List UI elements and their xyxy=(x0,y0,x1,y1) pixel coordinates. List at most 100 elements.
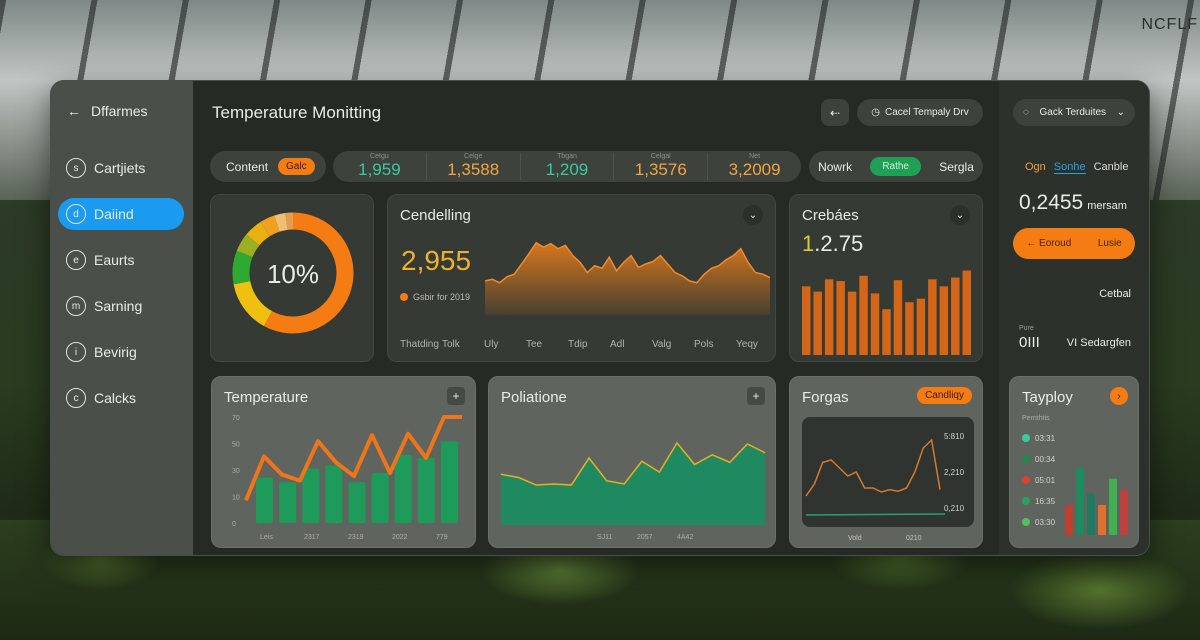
bar xyxy=(1120,490,1128,535)
y-tick-label: 10 xyxy=(232,495,240,502)
donut-slice xyxy=(236,234,260,258)
sidebar-item[interactable]: m Sarning xyxy=(58,290,184,322)
button-right-label: Lusie xyxy=(1097,238,1122,249)
area-fill xyxy=(485,242,770,315)
right-value: 0,2455 xyxy=(1019,191,1084,214)
dashboard-panel: ← Dffarmes s Cartjiets d Daiind e Eaurts m Sarni… xyxy=(50,80,1150,556)
small-label: Pure xyxy=(1019,325,1034,332)
baseline-line xyxy=(805,513,946,516)
bar xyxy=(962,270,971,355)
x-tick-label: 2057 xyxy=(637,534,653,541)
temperature-chart: 0 10 30 50 70 Leis 2317 2319 2022 779 xyxy=(232,415,462,541)
y-tick-label: 50 xyxy=(232,442,240,449)
page-title: Temperature Monitting xyxy=(212,103,382,122)
sidebar-item-label: Daiind xyxy=(94,206,134,222)
bell-icon: ◌ xyxy=(1023,107,1029,118)
chevron-down-icon: ⌄ xyxy=(1116,107,1125,118)
card-title: Tayploy xyxy=(1022,389,1073,406)
stats-bar: Cetgu 1,959 Celge 1,3588 Tbgan 1,209 Celgal 1,3… xyxy=(333,151,801,182)
small-value: 0III xyxy=(1019,334,1040,351)
legend-label: 16:35 xyxy=(1035,497,1056,506)
card-title: Temperature xyxy=(224,389,309,406)
donut-slice xyxy=(246,221,270,246)
chevron-down-icon[interactable]: ⌄ xyxy=(950,205,970,225)
crebaes-chart xyxy=(802,270,971,355)
right-label-2: VI Sedargfen xyxy=(1066,337,1131,349)
stat-label: Cetgu xyxy=(370,153,389,160)
back-arrow-icon[interactable]: ← xyxy=(67,103,81,119)
toggle-option[interactable]: Sergla xyxy=(939,159,974,174)
sidebar-item-icon: d xyxy=(66,204,86,224)
x-tick-label: Vold xyxy=(848,535,862,542)
dropdown[interactable]: ◌ Gack Terduites ⌄ xyxy=(1013,99,1135,126)
forgas-chart: 5:810 2,210 0,210 Vold 0210 xyxy=(805,432,965,542)
x-tick-label: SJ11 xyxy=(597,534,613,541)
x-tick-label: Tdip xyxy=(568,339,588,350)
chevron-down-icon[interactable]: ⌄ xyxy=(743,205,763,225)
info-icon[interactable]: › xyxy=(1110,387,1128,405)
bar xyxy=(325,465,343,523)
x-tick-label: Adl xyxy=(610,339,624,350)
right-tab[interactable]: Sonhe xyxy=(1053,161,1086,174)
x-tick-label: 0210 xyxy=(906,535,922,542)
y-tick-label: 2,210 xyxy=(944,468,965,477)
donut-value: 10% xyxy=(266,259,320,289)
sidebar-item[interactable]: s Cartjiets xyxy=(58,152,184,184)
stat-value: 1,3588 xyxy=(447,160,500,179)
back-button[interactable]: ⇠ xyxy=(821,99,849,126)
tayploy-chart: 03:31 00:34 05:01 16:35 03:30 xyxy=(1022,434,1128,535)
legend-label: 05:01 xyxy=(1035,476,1056,485)
toggle-option[interactable]: Rathe xyxy=(870,157,921,176)
add-icon[interactable]: + xyxy=(447,387,465,405)
donut-slice xyxy=(260,215,280,237)
arrow-left-icon: ← xyxy=(1026,238,1040,249)
right-unit: mersam xyxy=(1087,200,1127,212)
temperature-card: Temperature + 0 10 30 50 70 Leis 2317 2319 2022 7… xyxy=(211,376,476,548)
right-tab[interactable]: Ogn xyxy=(1025,161,1046,173)
right-tab[interactable]: Canble xyxy=(1093,161,1129,173)
forgas-button[interactable]: Candliqy xyxy=(917,387,972,404)
bar xyxy=(928,279,937,355)
stat-value: 1,959 xyxy=(358,160,401,179)
legend-dot xyxy=(1022,476,1030,484)
add-icon[interactable]: + xyxy=(747,387,765,405)
toggle-option[interactable]: Nowrk xyxy=(818,159,853,174)
sidebar-item-icon: m xyxy=(66,296,86,316)
bar xyxy=(371,473,389,523)
sidebar-item[interactable]: d Daiind xyxy=(58,198,184,230)
bar xyxy=(813,291,822,355)
bar xyxy=(1065,505,1073,535)
poliatione-card: Poliatione + SJ11 2057 4A42 xyxy=(488,376,776,548)
legend-dot-icon xyxy=(400,293,408,301)
temperature-line xyxy=(244,415,462,502)
x-tick-label: Valg xyxy=(652,339,671,350)
x-tick-label: 779 xyxy=(436,534,448,541)
bar xyxy=(279,482,297,523)
action-button[interactable]: ◷ Cacel Tempaly Drv xyxy=(857,99,983,126)
card-subtitle: Pernthtis xyxy=(1022,415,1050,422)
cendelling-chart: Thatding Tolk Uly Tee Tdip Adl Valg Pols Yeqy xyxy=(400,241,771,350)
sidebar-item[interactable]: e Eaurts xyxy=(58,244,184,276)
area-line xyxy=(500,441,766,486)
sidebar-header[interactable]: ← Dffarmes xyxy=(67,103,148,119)
legend-dot xyxy=(1022,518,1030,526)
stat-label: Net xyxy=(749,153,761,160)
crebaes-card: Crebáes ⌄ 1.2.75 xyxy=(789,194,983,362)
sidebar-item[interactable]: c Calcks xyxy=(58,382,184,414)
tayploy-card: Tayploy › Pernthtis 03:31 00:34 05:01 16:35… xyxy=(1009,376,1139,548)
content-filter[interactable]: Content Galc xyxy=(210,151,326,182)
legend-label: Gsbir for 2019 xyxy=(413,292,471,302)
x-tick-label: 2319 xyxy=(348,534,364,541)
right-tabs: Ogn Sonhe Canble xyxy=(1025,161,1128,174)
sidebar-item[interactable]: i Bevirig xyxy=(58,336,184,368)
y-tick-label: 70 xyxy=(232,415,240,422)
stat-item: Celgal 1,3576 xyxy=(613,153,707,180)
bar xyxy=(939,286,949,355)
bar xyxy=(1098,505,1106,535)
card-title: Forgas xyxy=(802,389,849,406)
x-tick-label: 2022 xyxy=(392,534,408,541)
sidebar-item-label: Eaurts xyxy=(94,252,135,268)
content-badge[interactable]: Galc xyxy=(278,158,315,175)
bar xyxy=(847,291,857,355)
orange-action-button[interactable]: ← Eoroud Lusie xyxy=(1013,228,1135,259)
